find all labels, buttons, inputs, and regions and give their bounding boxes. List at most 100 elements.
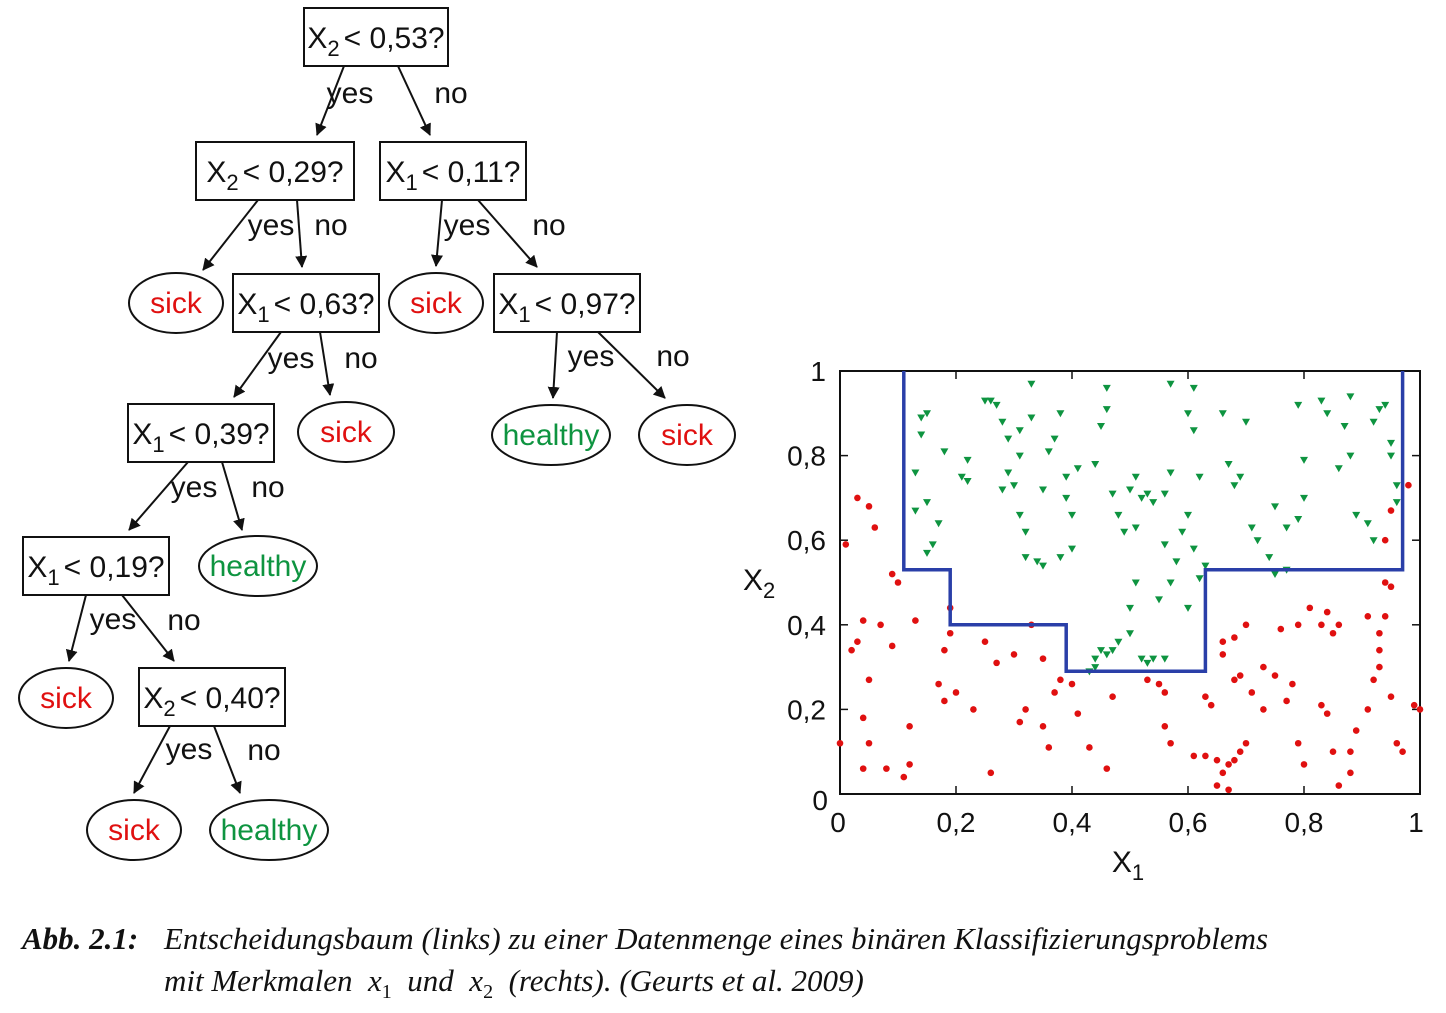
healthy-point (1160, 541, 1169, 549)
sick-point (877, 621, 884, 629)
split-node: X2 < 0,29? (195, 141, 355, 201)
edge-label-no: no (344, 342, 377, 375)
sick-point (1207, 701, 1215, 709)
healthy-point (1392, 482, 1401, 490)
scatter-plot: 00 0,2 0,2 0,4 0,4 0,6 0,6 0,8 0,8 1 1 X1 X2 (743, 356, 1424, 885)
healthy-point (1172, 558, 1181, 566)
sick-point (1231, 676, 1238, 684)
healthy-point (1184, 410, 1192, 418)
leaf-ellipse (128, 272, 224, 334)
edge-label-yes: yes (166, 733, 213, 766)
leaf-ellipse (297, 401, 395, 463)
sick-point (1277, 625, 1285, 633)
sick-point (987, 769, 995, 777)
healthy-point (1039, 562, 1047, 570)
caption-label: Abb. 2.1: (22, 921, 139, 956)
sick-point (1347, 769, 1354, 777)
healthy-point (1346, 393, 1355, 401)
healthy-point (963, 456, 972, 464)
sick-point (1318, 621, 1325, 629)
healthy-point (1015, 452, 1024, 460)
healthy-point (1189, 545, 1198, 553)
sick-point (1225, 786, 1232, 794)
leaf-label: sick (320, 416, 373, 449)
healthy-point (1137, 655, 1146, 663)
edge-label-yes: yes (568, 340, 615, 373)
healthy-point (1108, 647, 1117, 655)
tree-edge: yes (233, 331, 315, 398)
edge-arrow (431, 199, 443, 267)
sick-point (1352, 727, 1360, 734)
edge-arrow (65, 594, 87, 662)
edge-arrow (202, 199, 259, 271)
sick-point (1039, 723, 1047, 730)
plot-frame (839, 370, 1421, 795)
healthy-point (1027, 380, 1036, 388)
leaf-healthy: healthy (198, 535, 318, 597)
healthy-point (1160, 655, 1169, 663)
y-tick-label: 0 (812, 785, 828, 816)
healthy-point (1195, 473, 1204, 481)
edge-label-no: no (167, 604, 200, 637)
figure-caption: Abb. 2.1: Entscheidungsbaum (links) zu ei… (22, 918, 1432, 1013)
healthy-point (923, 549, 931, 557)
sick-point (1202, 752, 1209, 760)
sick-point (1219, 769, 1227, 777)
healthy-point (1015, 511, 1024, 519)
caption-text-1: Entscheidungsbaum (links) zu einer Daten… (164, 921, 1269, 956)
healthy-point (1369, 418, 1378, 426)
caption-line-2: mit Merkmalen x1 und x2 (rechts). (Geurt… (22, 960, 1432, 1013)
edge-label-yes: yes (268, 342, 315, 375)
healthy-point (1131, 579, 1140, 587)
sick-point (888, 642, 896, 650)
healthy-point (1021, 554, 1030, 562)
tree-edge: yes (315, 65, 373, 136)
healthy-point (1201, 562, 1210, 570)
healthy-point (1178, 528, 1187, 536)
healthy-point (1387, 439, 1395, 447)
healthy-point (1184, 511, 1192, 519)
healthy-point (1224, 461, 1233, 469)
healthy-point (1039, 486, 1047, 494)
sick-point (1086, 744, 1093, 751)
sick-point (836, 739, 844, 747)
healthy-point (1166, 579, 1175, 587)
caption-text-2a: mit Merkmalen (164, 963, 353, 998)
sick-point (1039, 655, 1047, 662)
healthy-point (1091, 655, 1100, 663)
healthy-point (1143, 490, 1152, 498)
figure: yes no yes no yes no yes no yes no yes no yes no yes no… (18, 7, 1424, 885)
edge-arrow (597, 331, 666, 399)
healthy-point (1102, 406, 1111, 414)
edge-arrow (121, 594, 175, 662)
sick-point (894, 579, 902, 586)
sick-point (1329, 748, 1337, 755)
split-condition: X2 < 0,40? (143, 682, 280, 721)
healthy-point (1149, 655, 1158, 663)
healthy-point (1015, 427, 1024, 435)
healthy-point (1033, 558, 1042, 566)
sick-point (1260, 663, 1267, 671)
healthy-point (1027, 414, 1036, 422)
y-tick-label: 0,6 (787, 525, 826, 556)
healthy-point (1091, 461, 1100, 469)
leaf-ellipse (388, 272, 484, 334)
healthy-point (1126, 604, 1134, 612)
sick-point (1370, 676, 1377, 684)
caption-var-x2: x2 (469, 963, 494, 1004)
sick-point (981, 638, 989, 646)
sick-point (1376, 646, 1383, 654)
split-condition: X1 < 0,19? (27, 551, 164, 590)
tree-edge: yes (128, 461, 217, 531)
edge-label-no: no (247, 734, 280, 767)
sick-point (952, 689, 960, 696)
caption-line-1: Abb. 2.1: Entscheidungsbaum (links) zu ei… (22, 918, 1432, 960)
sick-point (1410, 701, 1418, 709)
tree-edge: no (121, 594, 201, 662)
split-node-box (493, 273, 641, 333)
split-node-box (232, 273, 380, 333)
split-node: X1 < 0,39? (127, 403, 275, 463)
healthy-point (1189, 384, 1198, 392)
leaf-sick: sick (128, 272, 224, 334)
